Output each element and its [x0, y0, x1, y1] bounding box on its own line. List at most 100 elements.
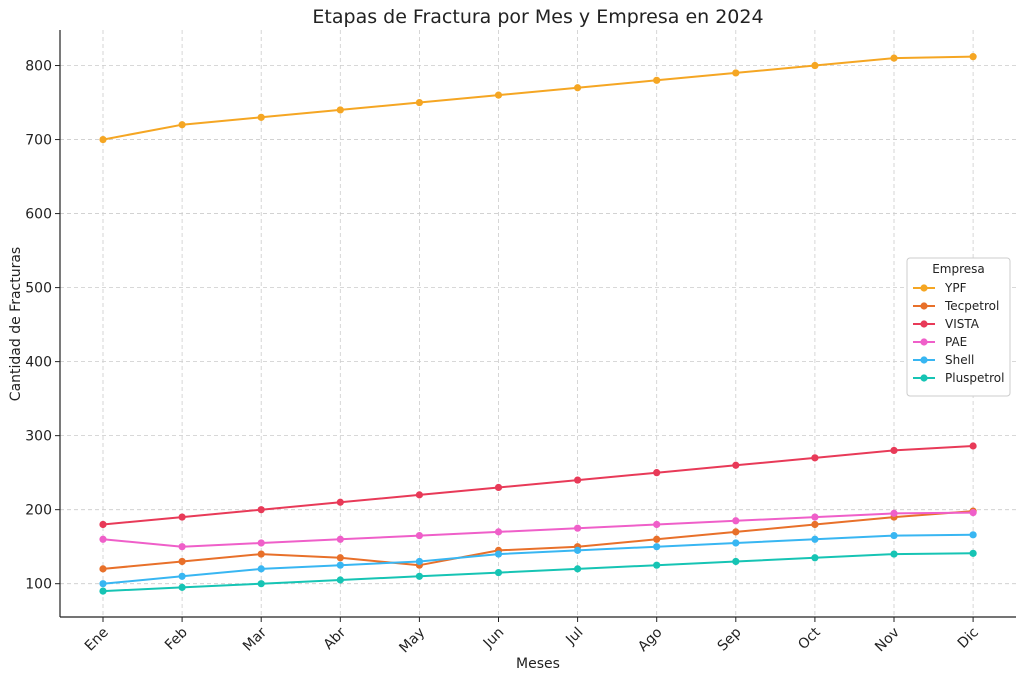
data-point-shell: [415, 557, 423, 566]
data-point-pae: [494, 528, 503, 536]
data-point-pluspetrol: [574, 565, 582, 573]
data-point-vista: [494, 483, 503, 492]
legend-swatch-marker: [920, 284, 928, 292]
data-point-pae: [257, 539, 265, 547]
x-axis-title: Meses: [516, 656, 560, 672]
series-layer: [99, 53, 977, 595]
data-point-shell: [494, 550, 503, 558]
data-point-pae: [415, 531, 423, 540]
data-point-pluspetrol: [257, 580, 265, 588]
x-tick-label: Ene: [82, 625, 112, 655]
data-point-shell: [574, 546, 582, 554]
data-point-shell: [99, 580, 107, 588]
series-line-shell: [102, 533, 974, 585]
data-point-vista: [257, 506, 265, 514]
data-point-vista: [99, 520, 107, 529]
legend-label: Tecpetrol: [944, 299, 999, 313]
legend-label: YPF: [944, 281, 967, 295]
y-tick-label: 100: [25, 577, 52, 593]
y-axis-title: Cantidad de Fracturas: [8, 247, 24, 401]
data-point-pae: [811, 513, 819, 521]
data-point-pae: [890, 509, 898, 517]
x-tick-label: Sep: [715, 624, 745, 654]
legend-swatch-marker: [920, 320, 928, 328]
legend-item-tecpetrol: Tecpetrol: [913, 299, 999, 313]
legend-item-shell: Shell: [913, 353, 974, 367]
legend-swatch-marker: [920, 302, 928, 310]
legend-swatch-marker: [920, 338, 928, 346]
y-tick-label: 800: [25, 59, 52, 75]
data-point-shell: [890, 531, 898, 540]
data-point-ypf: [494, 91, 503, 99]
x-tick-label: Oct: [795, 624, 824, 653]
legend-item-ypf: YPF: [913, 281, 967, 295]
data-point-tecpetrol: [336, 554, 344, 562]
series-line-ypf: [102, 55, 974, 141]
data-point-vista: [653, 469, 661, 477]
data-point-shell: [336, 561, 344, 569]
data-point-pluspetrol: [653, 561, 661, 569]
legend-label: Shell: [945, 353, 974, 367]
series-tecpetrol: [99, 507, 977, 573]
data-point-ypf: [811, 61, 819, 70]
y-tick-label: 700: [25, 133, 52, 149]
legend-swatch-marker: [920, 374, 928, 382]
data-point-ypf: [732, 69, 740, 77]
data-point-vista: [336, 498, 344, 506]
x-tick-label: Dic: [955, 625, 982, 652]
data-point-pae: [336, 535, 344, 543]
data-point-pluspetrol: [732, 557, 740, 566]
data-point-ypf: [890, 54, 898, 62]
data-point-pluspetrol: [415, 572, 423, 580]
series-shell: [99, 531, 977, 588]
y-tick-label: 400: [25, 355, 52, 371]
x-tick-label: Nov: [872, 625, 903, 656]
data-point-ypf: [336, 106, 344, 114]
data-point-pluspetrol: [99, 587, 107, 595]
data-point-shell: [811, 535, 819, 543]
x-tick-label: Mar: [240, 624, 270, 654]
legend: Empresa YPF Tecpetrol VISTA PAE Shell Pluspetr…: [906, 257, 1011, 397]
series-pae: [99, 509, 977, 551]
series-line-vista: [102, 445, 974, 526]
series-line-pluspetrol: [102, 552, 974, 593]
series-line-tecpetrol: [102, 510, 974, 570]
data-point-ypf: [178, 121, 186, 129]
x-tick-label: Jun: [480, 625, 507, 652]
legend-label: Pluspetrol: [945, 371, 1004, 385]
series-pluspetrol: [99, 549, 977, 595]
data-point-pae: [732, 517, 740, 525]
data-point-pluspetrol: [890, 550, 898, 558]
data-point-ypf: [653, 76, 661, 84]
data-point-ypf: [415, 98, 423, 107]
legend-item-vista: VISTA: [913, 317, 980, 331]
x-tick-label: Ago: [635, 625, 665, 655]
data-point-shell: [732, 539, 740, 547]
data-point-ypf: [574, 84, 582, 92]
series-ypf: [99, 53, 977, 144]
y-tick-label: 500: [25, 281, 52, 297]
data-point-vista: [178, 513, 186, 521]
grid: [60, 30, 1016, 617]
data-point-pluspetrol: [811, 554, 819, 562]
data-point-ypf: [257, 113, 265, 121]
data-point-vista: [890, 446, 898, 455]
data-point-pae: [653, 520, 661, 529]
data-point-tecpetrol: [732, 528, 740, 536]
legend-swatch-marker: [920, 356, 928, 364]
data-point-pae: [99, 535, 107, 543]
y-tick-label: 200: [25, 503, 52, 519]
data-point-tecpetrol: [653, 535, 661, 543]
data-point-vista: [969, 442, 977, 450]
data-point-ypf: [969, 53, 977, 61]
data-point-pae: [574, 524, 582, 532]
legend-label: PAE: [945, 335, 967, 349]
data-point-shell: [653, 543, 661, 551]
x-tick-label: Feb: [162, 624, 191, 653]
legend-item-pluspetrol: Pluspetrol: [913, 371, 1004, 385]
data-point-pluspetrol: [494, 568, 503, 577]
data-point-vista: [574, 476, 582, 484]
data-point-tecpetrol: [178, 557, 186, 566]
y-tick-label: 300: [25, 429, 52, 445]
